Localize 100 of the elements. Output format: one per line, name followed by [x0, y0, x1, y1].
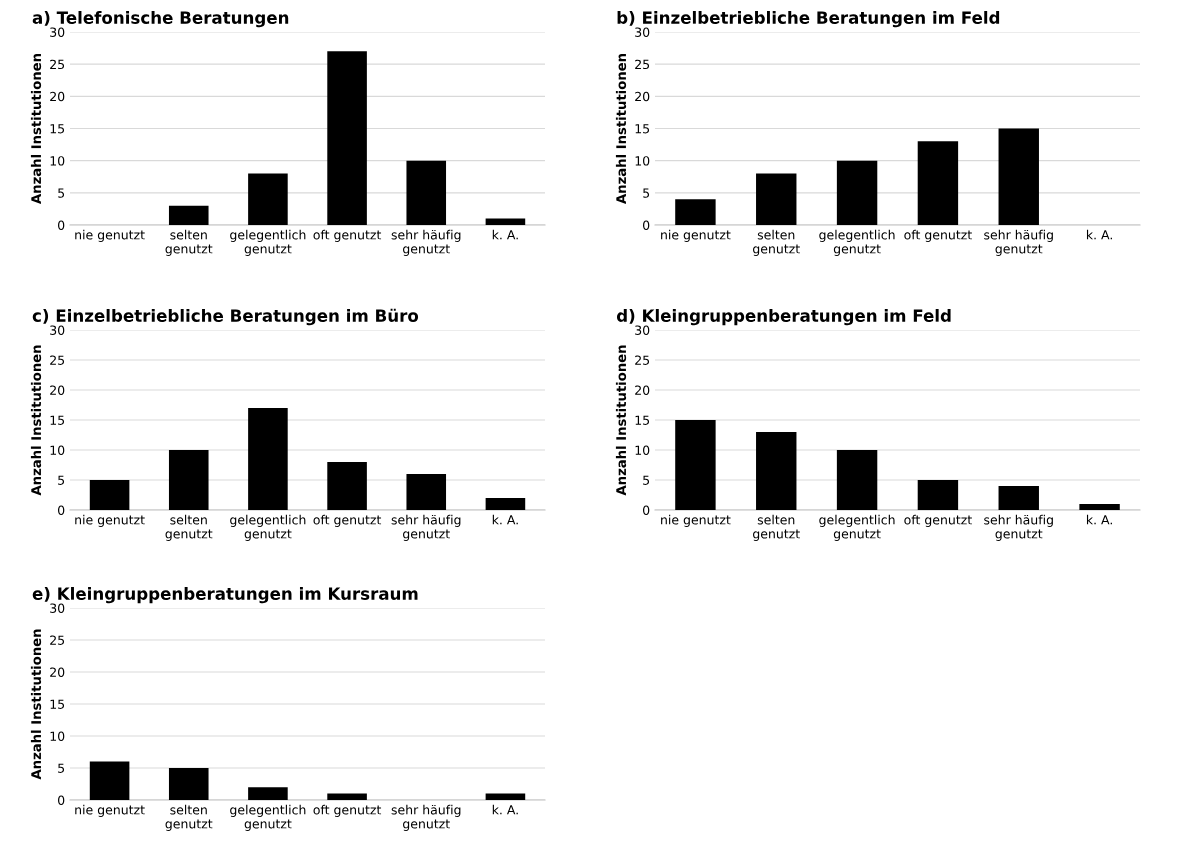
bar — [248, 173, 288, 225]
bar — [327, 793, 367, 800]
y-tick-label: 0 — [643, 220, 650, 230]
y-tick-label: 10 — [50, 445, 65, 455]
bar — [917, 141, 959, 225]
bar — [485, 498, 526, 510]
y-tick-label: 25 — [635, 59, 650, 70]
y-tick-label: 5 — [58, 763, 65, 773]
x-tick-label: nie genutzt — [75, 514, 145, 527]
bar — [485, 218, 526, 225]
y-axis-title: Anzahl Institutionen — [30, 54, 42, 204]
y-tick-label: 25 — [50, 355, 65, 365]
y-axis-title: Anzahl Institutionen — [615, 345, 627, 496]
bar — [998, 128, 1039, 225]
bar — [168, 768, 209, 800]
y-tick-label: 0 — [58, 795, 65, 805]
y-tick-label: 0 — [643, 505, 650, 515]
y-tick-label: 15 — [50, 699, 65, 709]
bar — [327, 51, 367, 225]
x-tick-label: sehr häufig genutzt — [391, 229, 461, 256]
y-tick-label: 25 — [50, 635, 65, 645]
y-axis-title: Anzahl Institutionen — [30, 345, 42, 496]
x-tick-label: oft genutzt — [313, 804, 382, 817]
y-axis-title: Anzahl Institutionen — [615, 54, 627, 204]
bar — [248, 787, 288, 800]
x-tick-label: oft genutzt — [313, 514, 382, 527]
x-tick-label: k. A. — [1086, 229, 1112, 240]
x-tick-label: oft genutzt — [904, 514, 972, 527]
y-axis-title: Anzahl Institutionen — [30, 629, 42, 780]
x-tick-label: k. A. — [492, 514, 518, 525]
y-tick-label: 15 — [50, 415, 65, 425]
bar — [327, 462, 367, 510]
x-tick-label: sehr häufig genutzt — [391, 804, 461, 831]
bar — [406, 474, 447, 510]
bar — [406, 160, 447, 225]
y-tick-label: 5 — [643, 188, 650, 198]
bar — [168, 450, 209, 510]
y-tick-label: 25 — [50, 59, 65, 70]
x-tick-label: oft genutzt — [904, 229, 972, 242]
bar — [675, 420, 716, 510]
y-tick-label: 30 — [50, 325, 65, 335]
x-tick-label: nie genutzt — [75, 229, 145, 242]
x-tick-label: selten genutzt — [753, 229, 800, 256]
x-tick-label: sehr häufig genutzt — [984, 229, 1053, 256]
y-tick-label: 10 — [635, 156, 650, 166]
bar — [836, 160, 878, 225]
x-tick-label: gelegentlich genutzt — [230, 804, 306, 831]
y-tick-label: 15 — [635, 415, 650, 425]
y-tick-label: 30 — [635, 27, 650, 37]
y-tick-label: 25 — [635, 355, 650, 365]
x-tick-label: gelegentlich genutzt — [819, 514, 895, 541]
chart-title: c) Einzelbetriebliche Beratungen im Büro — [32, 308, 419, 326]
x-tick-label: selten genutzt — [165, 229, 213, 256]
x-tick-label: gelegentlich genutzt — [230, 229, 306, 256]
bar — [248, 408, 288, 510]
x-tick-label: gelegentlich genutzt — [819, 229, 895, 256]
y-tick-label: 30 — [635, 325, 650, 335]
y-tick-label: 5 — [643, 475, 650, 485]
y-tick-label: 0 — [58, 505, 65, 515]
x-tick-label: nie genutzt — [661, 229, 731, 242]
y-tick-label: 10 — [50, 731, 65, 741]
chart-title: e) Kleingruppenberatungen im Kursraum — [32, 587, 418, 604]
y-tick-label: 10 — [635, 445, 650, 455]
bar — [1079, 504, 1120, 510]
x-tick-label: k. A. — [492, 804, 518, 815]
y-tick-label: 15 — [50, 124, 65, 134]
y-tick-label: 20 — [635, 91, 650, 102]
x-tick-label: sehr häufig genutzt — [984, 514, 1053, 541]
y-tick-label: 5 — [58, 188, 65, 198]
bar — [168, 205, 209, 225]
y-tick-label: 20 — [50, 91, 65, 102]
x-tick-label: k. A. — [1086, 514, 1112, 525]
y-tick-label: 10 — [50, 156, 65, 166]
y-tick-label: 0 — [58, 220, 65, 230]
x-tick-label: nie genutzt — [75, 804, 145, 817]
y-tick-label: 5 — [58, 475, 65, 485]
bar — [917, 480, 959, 510]
chart-title: a) Telefonische Beratungen — [32, 11, 289, 28]
x-tick-label: gelegentlich genutzt — [230, 514, 306, 541]
x-tick-label: nie genutzt — [661, 514, 731, 527]
bar — [89, 480, 130, 510]
y-tick-label: 30 — [50, 27, 65, 37]
x-tick-label: selten genutzt — [165, 514, 213, 541]
bar — [836, 450, 878, 510]
bar — [485, 793, 526, 800]
bar — [998, 486, 1039, 510]
y-tick-label: 20 — [635, 385, 650, 395]
y-tick-label: 15 — [635, 124, 650, 134]
bar — [89, 761, 130, 800]
bar — [756, 173, 797, 225]
x-tick-label: oft genutzt — [313, 229, 382, 242]
x-tick-label: k. A. — [492, 229, 518, 240]
chart-title: b) Einzelbetriebliche Beratungen im Feld — [617, 11, 1000, 28]
y-tick-label: 20 — [50, 667, 65, 677]
x-tick-label: sehr häufig genutzt — [391, 514, 461, 541]
x-tick-label: selten genutzt — [753, 514, 800, 541]
bar — [675, 199, 716, 225]
x-tick-label: selten genutzt — [165, 804, 213, 831]
chart-title: d) Kleingruppenberatungen im Feld — [616, 309, 951, 326]
bar — [756, 432, 797, 510]
